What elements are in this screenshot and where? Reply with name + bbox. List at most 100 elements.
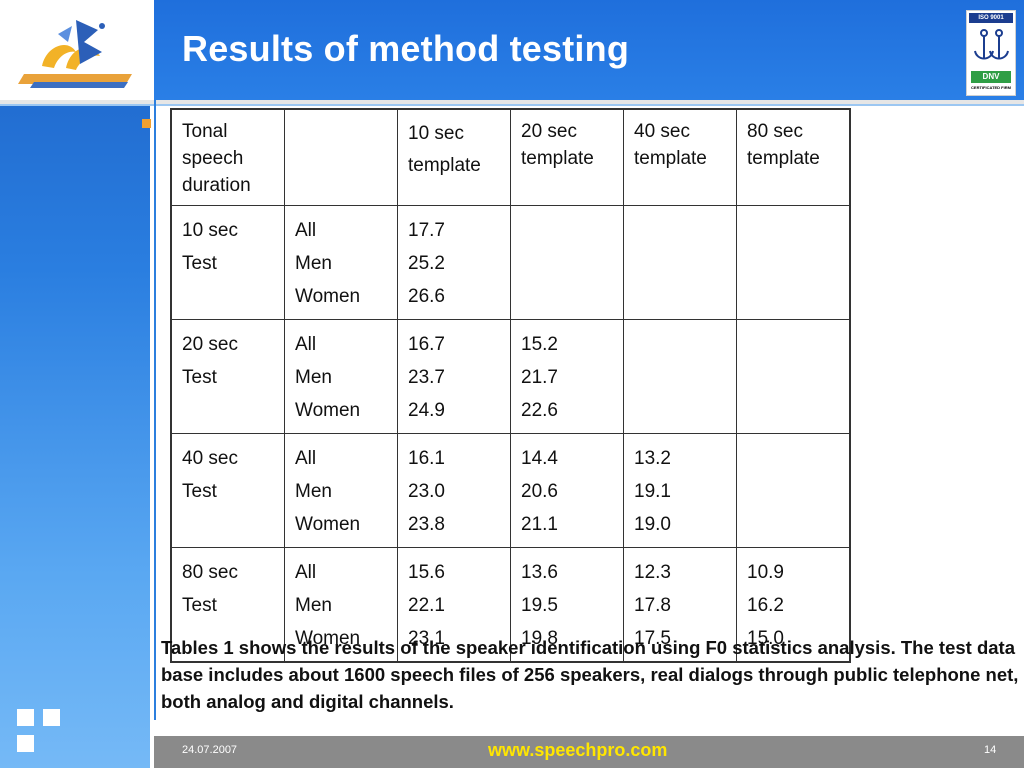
header-cell-10sec: 10 sec template bbox=[397, 108, 511, 206]
cell-value: 13.6 bbox=[521, 562, 558, 583]
cell-value: 23.0 bbox=[408, 481, 445, 502]
certificated-label: CERTIFICATED FIRM bbox=[971, 85, 1011, 90]
header-bar bbox=[154, 0, 1024, 100]
website-link[interactable]: www.speechpro.com bbox=[488, 740, 668, 760]
value-cell bbox=[736, 319, 851, 434]
footer-date: 24.07.2007 bbox=[182, 744, 238, 756]
iso-badge: ISO 9001 DNV CERTIFICATED FIRM bbox=[966, 10, 1016, 96]
cell-text: Women bbox=[295, 628, 361, 649]
cell-text: Test bbox=[182, 367, 217, 388]
header-text: 80 sec bbox=[747, 121, 803, 142]
cell-value: 17.5 bbox=[634, 628, 671, 649]
table-row: 40 sec Test All Men Women 16.1 23.0 23.8… bbox=[170, 433, 851, 548]
header-text: Tonal bbox=[182, 121, 228, 142]
cell-text: Women bbox=[295, 400, 361, 421]
cell-value: 23.8 bbox=[408, 514, 445, 535]
results-table: Tonal speech duration 10 sec template 20… bbox=[170, 108, 851, 663]
header-cell-20sec: 20 sec template bbox=[510, 108, 624, 206]
cell-value: 21.7 bbox=[521, 367, 558, 388]
cell-value: 17.7 bbox=[408, 220, 445, 241]
cell-text: Test bbox=[182, 595, 217, 616]
cell-value: 16.7 bbox=[408, 334, 445, 355]
cell-value: 16.2 bbox=[747, 595, 784, 616]
value-cell bbox=[510, 205, 624, 320]
cell-value: 20.6 bbox=[521, 481, 558, 502]
bullet-marker bbox=[142, 119, 151, 128]
cell-text: Test bbox=[182, 253, 217, 274]
footer-bar bbox=[154, 736, 1024, 768]
table-row: 80 sec Test All Men Women 15.6 22.1 23.1… bbox=[170, 547, 851, 663]
group-cell: All Men Women bbox=[284, 319, 398, 434]
cell-text: 40 sec bbox=[182, 448, 238, 469]
square bbox=[17, 709, 34, 726]
cell-text: Test bbox=[182, 481, 217, 502]
header-cell-duration: Tonal speech duration bbox=[170, 108, 285, 206]
header-text: duration bbox=[182, 175, 251, 196]
cell-value: 15.2 bbox=[521, 334, 558, 355]
cell-value: 23.1 bbox=[408, 628, 445, 649]
cell-text: 80 sec bbox=[182, 562, 238, 583]
group-cell: All Men Women bbox=[284, 433, 398, 548]
cell-text: Men bbox=[295, 595, 332, 616]
header-text: speech bbox=[182, 148, 244, 169]
value-cell bbox=[736, 205, 851, 320]
value-cell: 16.1 23.0 23.8 bbox=[397, 433, 511, 548]
cell-value: 24.9 bbox=[408, 400, 445, 421]
value-cell bbox=[623, 319, 737, 434]
iso-anchor-icon bbox=[971, 25, 1011, 67]
sidebar-accent-line bbox=[154, 100, 156, 720]
cell-value: 12.3 bbox=[634, 562, 671, 583]
cell-text: All bbox=[295, 562, 317, 583]
cell-value: 10.9 bbox=[747, 562, 784, 583]
header-divider bbox=[0, 100, 1024, 104]
value-cell: 17.7 25.2 26.6 bbox=[397, 205, 511, 320]
header-text: template bbox=[521, 148, 594, 169]
logo-container bbox=[0, 0, 150, 100]
value-cell: 15.2 21.7 22.6 bbox=[510, 319, 624, 434]
cell-text: Women bbox=[295, 514, 361, 535]
cell-value: 26.6 bbox=[408, 286, 445, 307]
table-row: 20 sec Test All Men Women 16.7 23.7 24.9… bbox=[170, 319, 851, 434]
test-cell: 40 sec Test bbox=[170, 433, 285, 548]
slide-title: Results of method testing bbox=[182, 28, 630, 69]
header-text: template bbox=[634, 148, 707, 169]
header-divider-accent bbox=[0, 104, 1024, 106]
cell-value: 19.1 bbox=[634, 481, 671, 502]
cell-text: All bbox=[295, 334, 317, 355]
cell-text: 10 sec bbox=[182, 220, 238, 241]
cell-text: Men bbox=[295, 253, 332, 274]
value-cell: 16.7 23.7 24.9 bbox=[397, 319, 511, 434]
value-cell: 10.9 16.2 15.0 bbox=[736, 547, 851, 663]
cell-value: 19.5 bbox=[521, 595, 558, 616]
cell-value: 22.6 bbox=[521, 400, 558, 421]
sidebar-divider bbox=[150, 0, 154, 768]
square bbox=[43, 709, 60, 726]
header-text: template bbox=[747, 148, 820, 169]
value-cell: 13.6 19.5 19.8 bbox=[510, 547, 624, 663]
cell-text: All bbox=[295, 448, 317, 469]
value-cell bbox=[623, 205, 737, 320]
cell-value: 21.1 bbox=[521, 514, 558, 535]
value-cell: 14.4 20.6 21.1 bbox=[510, 433, 624, 548]
description-text: Tables 1 shows the results of the speake… bbox=[161, 637, 1019, 712]
table-header-row: Tonal speech duration 10 sec template 20… bbox=[170, 108, 851, 206]
value-cell: 13.2 19.1 19.0 bbox=[623, 433, 737, 548]
company-logo-icon bbox=[18, 20, 132, 88]
cell-value: 17.8 bbox=[634, 595, 671, 616]
table-row: 10 sec Test All Men Women 17.7 25.2 26.6 bbox=[170, 205, 851, 320]
cell-value: 22.1 bbox=[408, 595, 445, 616]
header-text: 10 sec bbox=[408, 123, 464, 144]
cell-value: 13.2 bbox=[634, 448, 671, 469]
cell-value: 15.0 bbox=[747, 628, 784, 649]
cell-text: Women bbox=[295, 286, 361, 307]
cell-value: 14.4 bbox=[521, 448, 558, 469]
page-number: 14 bbox=[984, 744, 997, 756]
value-cell: 15.6 22.1 23.1 bbox=[397, 547, 511, 663]
group-cell: All Men Women bbox=[284, 205, 398, 320]
cell-value: 15.6 bbox=[408, 562, 445, 583]
group-cell: All Men Women bbox=[284, 547, 398, 663]
value-cell bbox=[736, 433, 851, 548]
cell-value: 16.1 bbox=[408, 448, 445, 469]
header-text: 20 sec bbox=[521, 121, 577, 142]
dnv-label: DNV bbox=[971, 71, 1011, 83]
